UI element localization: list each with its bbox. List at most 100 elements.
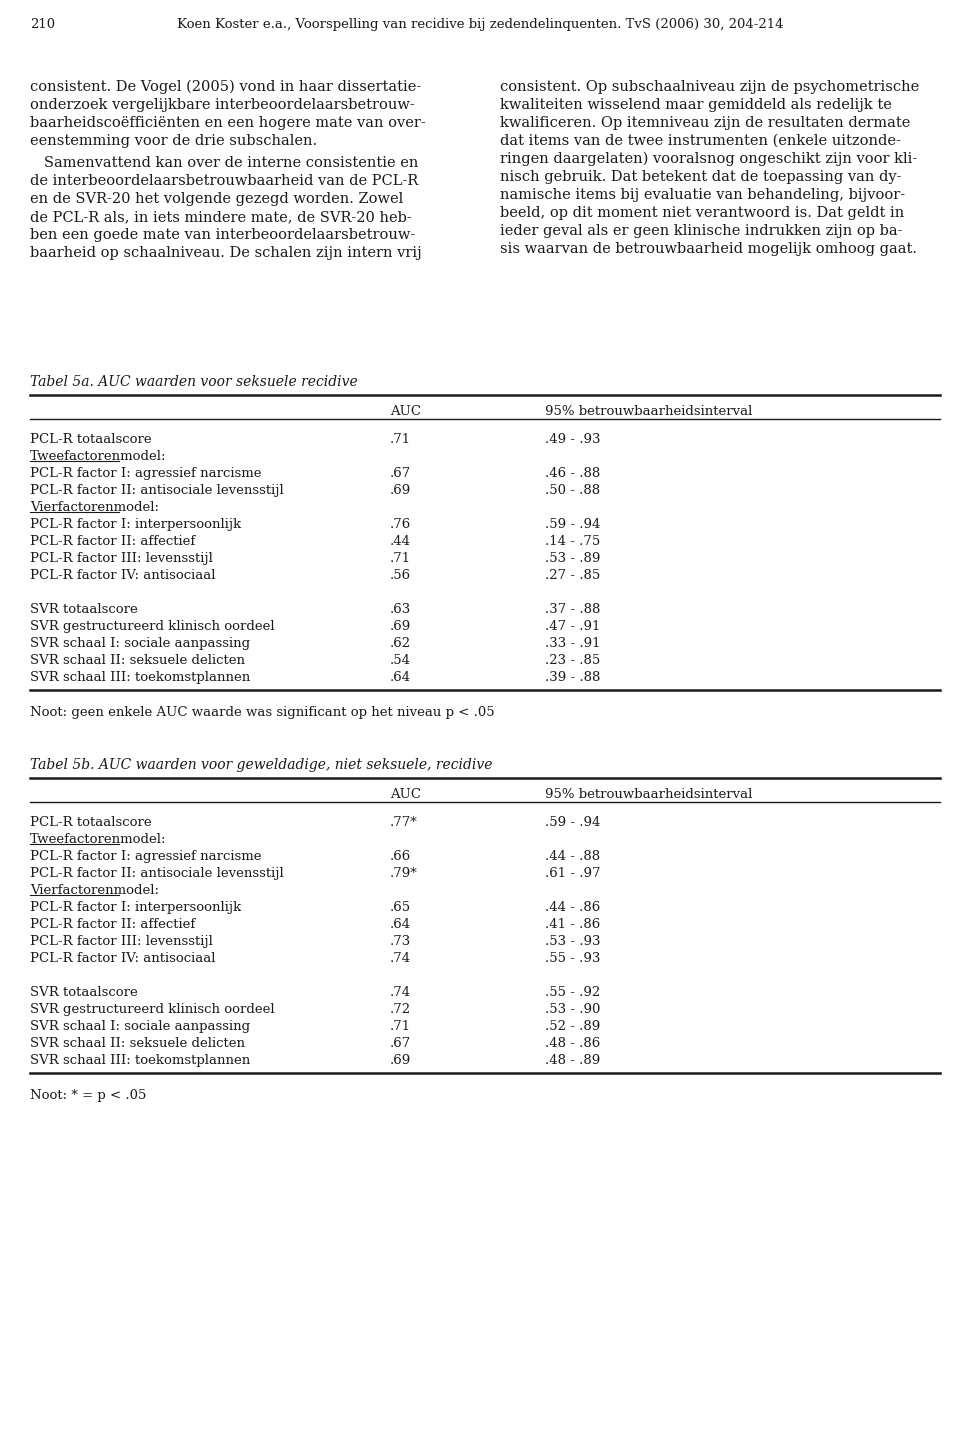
- Text: de PCL-R als, in iets mindere mate, de SVR-20 heb-: de PCL-R als, in iets mindere mate, de S…: [30, 210, 412, 224]
- Text: SVR schaal I: sociale aanpassing: SVR schaal I: sociale aanpassing: [30, 637, 251, 650]
- Text: .65: .65: [390, 902, 411, 915]
- Text: 95% betrouwbaarheidsinterval: 95% betrouwbaarheidsinterval: [545, 787, 753, 802]
- Text: .61 - .97: .61 - .97: [545, 867, 601, 880]
- Text: 210: 210: [30, 19, 55, 31]
- Text: PCL-R factor II: affectief: PCL-R factor II: affectief: [30, 917, 195, 932]
- Text: kwaliteiten wisselend maar gemiddeld als redelijk te: kwaliteiten wisselend maar gemiddeld als…: [500, 99, 892, 111]
- Text: .74: .74: [390, 952, 411, 965]
- Text: .63: .63: [390, 603, 411, 616]
- Text: .44 - .88: .44 - .88: [545, 850, 600, 863]
- Text: .79*: .79*: [390, 867, 418, 880]
- Text: .27 - .85: .27 - .85: [545, 569, 600, 582]
- Text: .47 - .91: .47 - .91: [545, 620, 600, 633]
- Text: Noot: geen enkele AUC waarde was significant op het niveau p < .05: Noot: geen enkele AUC waarde was signifi…: [30, 706, 494, 719]
- Text: .46 - .88: .46 - .88: [545, 467, 600, 480]
- Text: PCL-R factor I: interpersoonlijk: PCL-R factor I: interpersoonlijk: [30, 517, 241, 532]
- Text: onderzoek vergelijkbare interbeoordelaarsbetrouw-: onderzoek vergelijkbare interbeoordelaar…: [30, 99, 415, 111]
- Text: .23 - .85: .23 - .85: [545, 654, 600, 667]
- Text: .55 - .93: .55 - .93: [545, 952, 600, 965]
- Text: .71: .71: [390, 1020, 411, 1033]
- Text: baarheidscoëfficiënten en een hogere mate van over-: baarheidscoëfficiënten en een hogere mat…: [30, 116, 425, 130]
- Text: .74: .74: [390, 986, 411, 999]
- Text: Koen Koster e.a., Voorspelling van recidive bij zedendelinquenten. TvS (2006) 30: Koen Koster e.a., Voorspelling van recid…: [177, 19, 783, 31]
- Text: .37 - .88: .37 - .88: [545, 603, 600, 616]
- Text: SVR gestructureerd klinisch oordeel: SVR gestructureerd klinisch oordeel: [30, 1003, 275, 1016]
- Text: AUC: AUC: [390, 404, 421, 419]
- Text: SVR gestructureerd klinisch oordeel: SVR gestructureerd klinisch oordeel: [30, 620, 275, 633]
- Text: .39 - .88: .39 - .88: [545, 672, 600, 684]
- Text: namische items bij evaluatie van behandeling, bijvoor-: namische items bij evaluatie van behande…: [500, 189, 905, 201]
- Text: .55 - .92: .55 - .92: [545, 986, 600, 999]
- Text: de interbeoordelaarsbetrouwbaarheid van de PCL-R: de interbeoordelaarsbetrouwbaarheid van …: [30, 174, 419, 189]
- Text: PCL-R totaalscore: PCL-R totaalscore: [30, 433, 152, 446]
- Text: PCL-R factor II: affectief: PCL-R factor II: affectief: [30, 534, 195, 547]
- Text: SVR schaal III: toekomstplannen: SVR schaal III: toekomstplannen: [30, 672, 251, 684]
- Text: PCL-R factor IV: antisociaal: PCL-R factor IV: antisociaal: [30, 952, 215, 965]
- Text: .59 - .94: .59 - .94: [545, 816, 600, 829]
- Text: Samenvattend kan over de interne consistentie en: Samenvattend kan over de interne consist…: [30, 156, 419, 170]
- Text: .53 - .90: .53 - .90: [545, 1003, 600, 1016]
- Text: SVR schaal III: toekomstplannen: SVR schaal III: toekomstplannen: [30, 1055, 251, 1067]
- Text: Tweefactorenmodel:: Tweefactorenmodel:: [30, 450, 166, 463]
- Text: .53 - .89: .53 - .89: [545, 552, 600, 564]
- Text: .33 - .91: .33 - .91: [545, 637, 601, 650]
- Text: .69: .69: [390, 1055, 411, 1067]
- Text: beeld, op dit moment niet verantwoord is. Dat geldt in: beeld, op dit moment niet verantwoord is…: [500, 206, 904, 220]
- Text: PCL-R factor II: antisociale levensstijl: PCL-R factor II: antisociale levensstijl: [30, 484, 284, 497]
- Text: SVR totaalscore: SVR totaalscore: [30, 986, 137, 999]
- Text: PCL-R factor I: interpersoonlijk: PCL-R factor I: interpersoonlijk: [30, 902, 241, 915]
- Text: Noot: * = p < .05: Noot: * = p < .05: [30, 1089, 146, 1102]
- Text: .72: .72: [390, 1003, 411, 1016]
- Text: en de SVR-20 het volgende gezegd worden. Zowel: en de SVR-20 het volgende gezegd worden.…: [30, 191, 403, 206]
- Text: ieder geval als er geen klinische indrukken zijn op ba-: ieder geval als er geen klinische indruk…: [500, 224, 902, 239]
- Text: PCL-R factor I: agressief narcisme: PCL-R factor I: agressief narcisme: [30, 850, 261, 863]
- Text: SVR schaal II: seksuele delicten: SVR schaal II: seksuele delicten: [30, 654, 245, 667]
- Text: .67: .67: [390, 467, 411, 480]
- Text: kwalificeren. Op itemniveau zijn de resultaten dermate: kwalificeren. Op itemniveau zijn de resu…: [500, 116, 910, 130]
- Text: .66: .66: [390, 850, 411, 863]
- Text: .69: .69: [390, 620, 411, 633]
- Text: .62: .62: [390, 637, 411, 650]
- Text: .71: .71: [390, 433, 411, 446]
- Text: Tweefactorenmodel:: Tweefactorenmodel:: [30, 833, 166, 846]
- Text: .67: .67: [390, 1037, 411, 1050]
- Text: .54: .54: [390, 654, 411, 667]
- Text: Tabel 5b. AUC waarden voor geweldadige, niet seksuele, recidive: Tabel 5b. AUC waarden voor geweldadige, …: [30, 757, 492, 772]
- Text: .64: .64: [390, 917, 411, 932]
- Text: .49 - .93: .49 - .93: [545, 433, 601, 446]
- Text: .59 - .94: .59 - .94: [545, 517, 600, 532]
- Text: PCL-R factor III: levensstijl: PCL-R factor III: levensstijl: [30, 552, 213, 564]
- Text: nisch gebruik. Dat betekent dat de toepassing van dy-: nisch gebruik. Dat betekent dat de toepa…: [500, 170, 901, 184]
- Text: .44 - .86: .44 - .86: [545, 902, 600, 915]
- Text: .41 - .86: .41 - .86: [545, 917, 600, 932]
- Text: PCL-R factor II: antisociale levensstijl: PCL-R factor II: antisociale levensstijl: [30, 867, 284, 880]
- Text: consistent. De Vogel (2005) vond in haar dissertatie-: consistent. De Vogel (2005) vond in haar…: [30, 80, 421, 94]
- Text: .53 - .93: .53 - .93: [545, 935, 601, 947]
- Text: PCL-R factor III: levensstijl: PCL-R factor III: levensstijl: [30, 935, 213, 947]
- Text: Vierfactorenmodel:: Vierfactorenmodel:: [30, 502, 159, 514]
- Text: Vierfactorenmodel:: Vierfactorenmodel:: [30, 885, 159, 897]
- Text: PCL-R totaalscore: PCL-R totaalscore: [30, 816, 152, 829]
- Text: Tabel 5a. AUC waarden voor seksuele recidive: Tabel 5a. AUC waarden voor seksuele reci…: [30, 374, 358, 389]
- Text: .44: .44: [390, 534, 411, 547]
- Text: baarheid op schaalniveau. De schalen zijn intern vrij: baarheid op schaalniveau. De schalen zij…: [30, 246, 421, 260]
- Text: .48 - .89: .48 - .89: [545, 1055, 600, 1067]
- Text: .73: .73: [390, 935, 411, 947]
- Text: .69: .69: [390, 484, 411, 497]
- Text: eenstemming voor de drie subschalen.: eenstemming voor de drie subschalen.: [30, 134, 317, 149]
- Text: ben een goede mate van interbeoordelaarsbetrouw-: ben een goede mate van interbeoordelaars…: [30, 229, 416, 242]
- Text: .76: .76: [390, 517, 411, 532]
- Text: AUC: AUC: [390, 787, 421, 802]
- Text: .52 - .89: .52 - .89: [545, 1020, 600, 1033]
- Text: .71: .71: [390, 552, 411, 564]
- Text: .48 - .86: .48 - .86: [545, 1037, 600, 1050]
- Text: 95% betrouwbaarheidsinterval: 95% betrouwbaarheidsinterval: [545, 404, 753, 419]
- Text: .56: .56: [390, 569, 411, 582]
- Text: .64: .64: [390, 672, 411, 684]
- Text: ringen daargelaten) vooralsnog ongeschikt zijn voor kli-: ringen daargelaten) vooralsnog ongeschik…: [500, 151, 917, 166]
- Text: .50 - .88: .50 - .88: [545, 484, 600, 497]
- Text: sis waarvan de betrouwbaarheid mogelijk omhoog gaat.: sis waarvan de betrouwbaarheid mogelijk …: [500, 242, 917, 256]
- Text: .77*: .77*: [390, 816, 418, 829]
- Text: consistent. Op subschaalniveau zijn de psychometrische: consistent. Op subschaalniveau zijn de p…: [500, 80, 920, 94]
- Text: PCL-R factor IV: antisociaal: PCL-R factor IV: antisociaal: [30, 569, 215, 582]
